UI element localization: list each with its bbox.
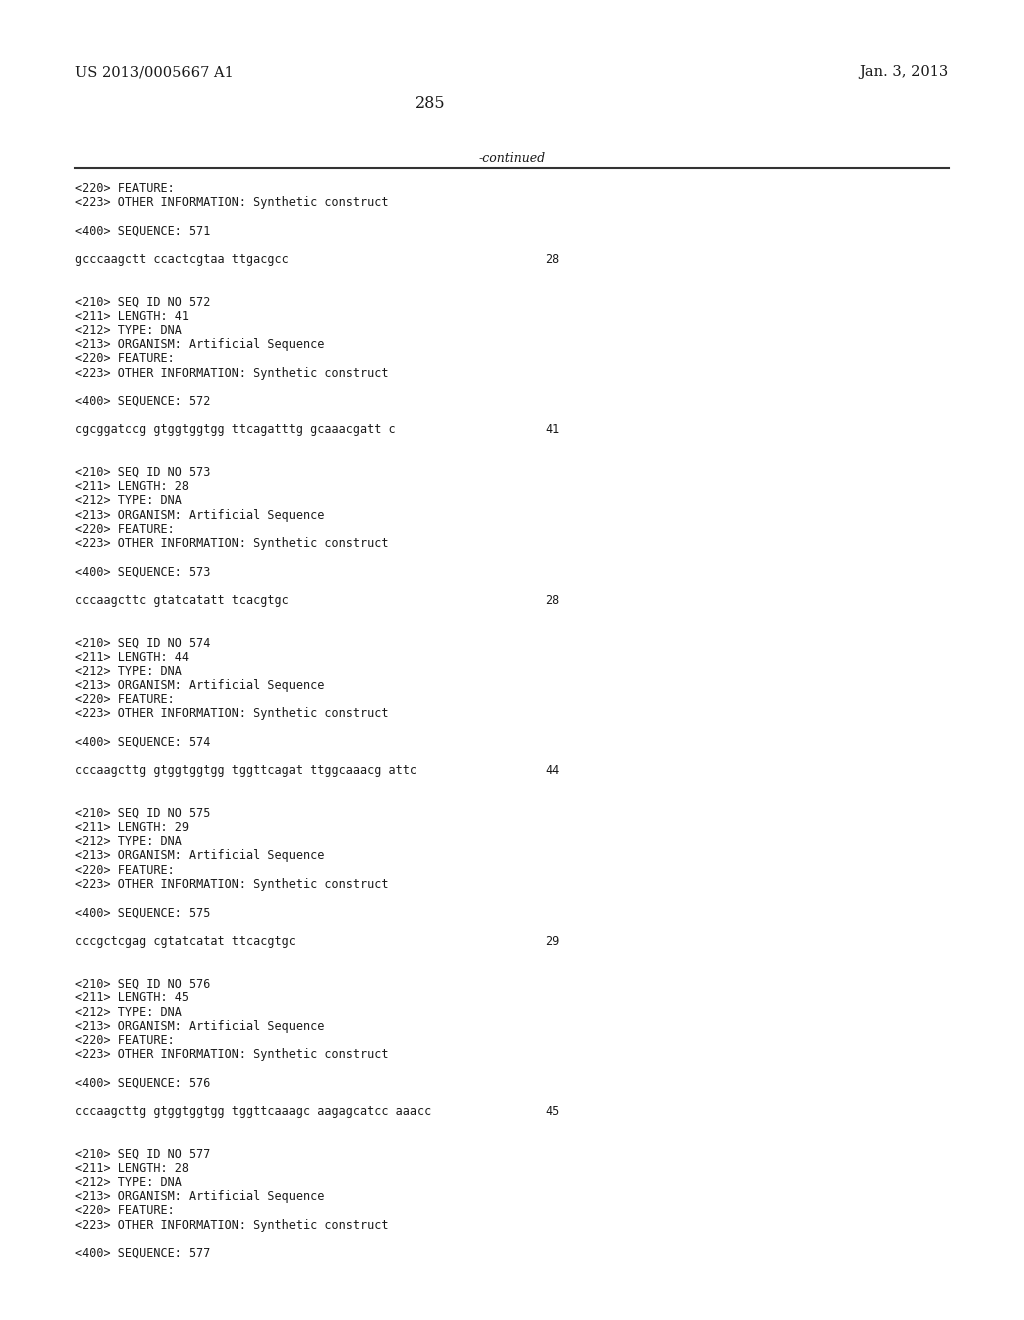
Text: <210> SEQ ID NO 572: <210> SEQ ID NO 572: [75, 296, 210, 309]
Text: <212> TYPE: DNA: <212> TYPE: DNA: [75, 1006, 182, 1019]
Text: <213> ORGANISM: Artificial Sequence: <213> ORGANISM: Artificial Sequence: [75, 1191, 325, 1204]
Text: cccaagcttc gtatcatatt tcacgtgc: cccaagcttc gtatcatatt tcacgtgc: [75, 594, 289, 607]
Text: <223> OTHER INFORMATION: Synthetic construct: <223> OTHER INFORMATION: Synthetic const…: [75, 1048, 388, 1061]
Text: <210> SEQ ID NO 575: <210> SEQ ID NO 575: [75, 807, 210, 820]
Text: <223> OTHER INFORMATION: Synthetic construct: <223> OTHER INFORMATION: Synthetic const…: [75, 537, 388, 550]
Text: <211> LENGTH: 41: <211> LENGTH: 41: [75, 310, 189, 323]
Text: cccaagcttg gtggtggtgg tggttcaaagc aagagcatcc aaacc: cccaagcttg gtggtggtgg tggttcaaagc aagagc…: [75, 1105, 431, 1118]
Text: US 2013/0005667 A1: US 2013/0005667 A1: [75, 65, 233, 79]
Text: <210> SEQ ID NO 573: <210> SEQ ID NO 573: [75, 466, 210, 479]
Text: cccgctcgag cgtatcatat ttcacgtgc: cccgctcgag cgtatcatat ttcacgtgc: [75, 935, 296, 948]
Text: <400> SEQUENCE: 577: <400> SEQUENCE: 577: [75, 1247, 210, 1261]
Text: <223> OTHER INFORMATION: Synthetic construct: <223> OTHER INFORMATION: Synthetic const…: [75, 708, 388, 721]
Text: <223> OTHER INFORMATION: Synthetic construct: <223> OTHER INFORMATION: Synthetic const…: [75, 197, 388, 209]
Text: <220> FEATURE:: <220> FEATURE:: [75, 1034, 175, 1047]
Text: 45: 45: [545, 1105, 559, 1118]
Text: <400> SEQUENCE: 573: <400> SEQUENCE: 573: [75, 565, 210, 578]
Text: <211> LENGTH: 29: <211> LENGTH: 29: [75, 821, 189, 834]
Text: <400> SEQUENCE: 574: <400> SEQUENCE: 574: [75, 735, 210, 748]
Text: <220> FEATURE:: <220> FEATURE:: [75, 352, 175, 366]
Text: <220> FEATURE:: <220> FEATURE:: [75, 863, 175, 876]
Text: <400> SEQUENCE: 572: <400> SEQUENCE: 572: [75, 395, 210, 408]
Text: <212> TYPE: DNA: <212> TYPE: DNA: [75, 323, 182, 337]
Text: cgcggatccg gtggtggtgg ttcagatttg gcaaacgatt c: cgcggatccg gtggtggtgg ttcagatttg gcaaacg…: [75, 424, 395, 437]
Text: <213> ORGANISM: Artificial Sequence: <213> ORGANISM: Artificial Sequence: [75, 849, 325, 862]
Text: <220> FEATURE:: <220> FEATURE:: [75, 1204, 175, 1217]
Text: <210> SEQ ID NO 574: <210> SEQ ID NO 574: [75, 636, 210, 649]
Text: <212> TYPE: DNA: <212> TYPE: DNA: [75, 665, 182, 677]
Text: 44: 44: [545, 764, 559, 777]
Text: <213> ORGANISM: Artificial Sequence: <213> ORGANISM: Artificial Sequence: [75, 1020, 325, 1032]
Text: <211> LENGTH: 44: <211> LENGTH: 44: [75, 651, 189, 664]
Text: -continued: -continued: [478, 152, 546, 165]
Text: <213> ORGANISM: Artificial Sequence: <213> ORGANISM: Artificial Sequence: [75, 678, 325, 692]
Text: <223> OTHER INFORMATION: Synthetic construct: <223> OTHER INFORMATION: Synthetic const…: [75, 367, 388, 380]
Text: 285: 285: [415, 95, 445, 112]
Text: <400> SEQUENCE: 571: <400> SEQUENCE: 571: [75, 224, 210, 238]
Text: <400> SEQUENCE: 575: <400> SEQUENCE: 575: [75, 907, 210, 919]
Text: cccaagcttg gtggtggtgg tggttcagat ttggcaaacg attc: cccaagcttg gtggtggtgg tggttcagat ttggcaa…: [75, 764, 417, 777]
Text: <211> LENGTH: 28: <211> LENGTH: 28: [75, 1162, 189, 1175]
Text: 28: 28: [545, 594, 559, 607]
Text: 28: 28: [545, 253, 559, 267]
Text: <211> LENGTH: 45: <211> LENGTH: 45: [75, 991, 189, 1005]
Text: <212> TYPE: DNA: <212> TYPE: DNA: [75, 495, 182, 507]
Text: 29: 29: [545, 935, 559, 948]
Text: <400> SEQUENCE: 576: <400> SEQUENCE: 576: [75, 1077, 210, 1089]
Text: <212> TYPE: DNA: <212> TYPE: DNA: [75, 836, 182, 849]
Text: gcccaagctt ccactcgtaa ttgacgcc: gcccaagctt ccactcgtaa ttgacgcc: [75, 253, 289, 267]
Text: <223> OTHER INFORMATION: Synthetic construct: <223> OTHER INFORMATION: Synthetic const…: [75, 1218, 388, 1232]
Text: <210> SEQ ID NO 577: <210> SEQ ID NO 577: [75, 1147, 210, 1160]
Text: <220> FEATURE:: <220> FEATURE:: [75, 523, 175, 536]
Text: 41: 41: [545, 424, 559, 437]
Text: <223> OTHER INFORMATION: Synthetic construct: <223> OTHER INFORMATION: Synthetic const…: [75, 878, 388, 891]
Text: <212> TYPE: DNA: <212> TYPE: DNA: [75, 1176, 182, 1189]
Text: <220> FEATURE:: <220> FEATURE:: [75, 182, 175, 195]
Text: <211> LENGTH: 28: <211> LENGTH: 28: [75, 480, 189, 494]
Text: <220> FEATURE:: <220> FEATURE:: [75, 693, 175, 706]
Text: <210> SEQ ID NO 576: <210> SEQ ID NO 576: [75, 977, 210, 990]
Text: <213> ORGANISM: Artificial Sequence: <213> ORGANISM: Artificial Sequence: [75, 508, 325, 521]
Text: Jan. 3, 2013: Jan. 3, 2013: [860, 65, 949, 79]
Text: <213> ORGANISM: Artificial Sequence: <213> ORGANISM: Artificial Sequence: [75, 338, 325, 351]
